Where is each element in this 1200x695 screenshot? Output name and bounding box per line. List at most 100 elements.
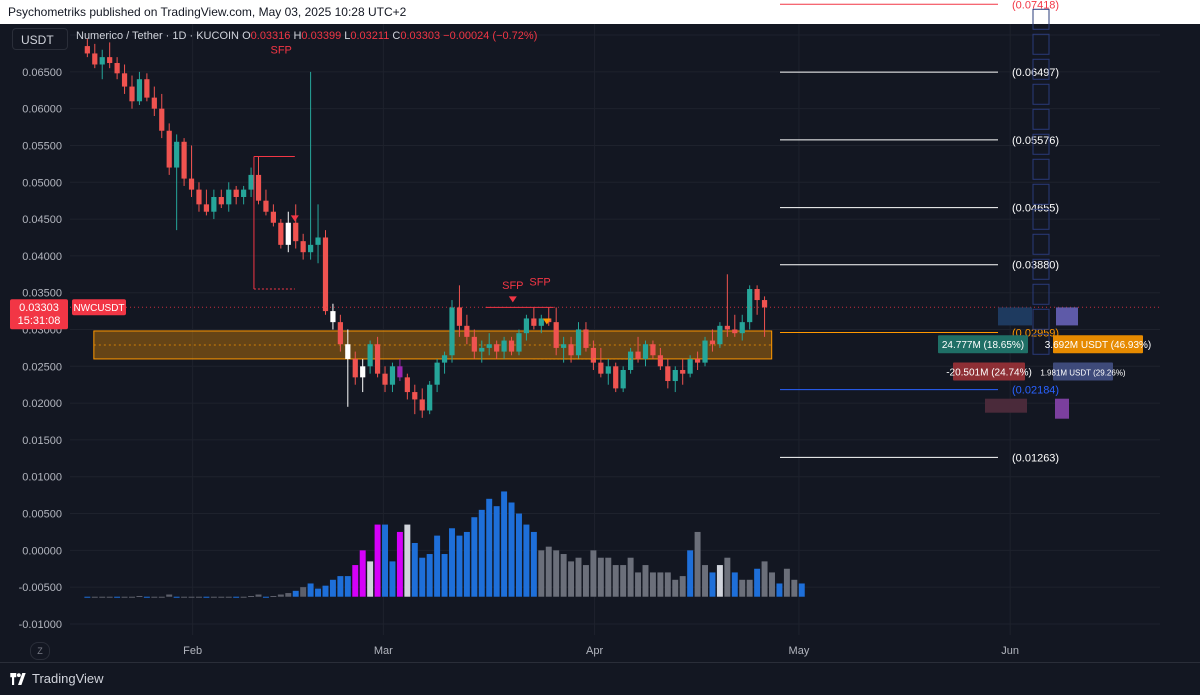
symbol-tag-label: NWCUSDT xyxy=(73,303,124,314)
candle-body xyxy=(382,373,388,385)
volume-bar xyxy=(597,557,604,597)
tradingview-brand[interactable]: TradingView xyxy=(10,671,104,686)
sell-arrow-icon xyxy=(508,296,517,303)
volume-bar xyxy=(493,506,500,597)
y-tick-label: 0.01000 xyxy=(22,472,62,484)
profile-box xyxy=(938,335,1028,354)
sfp-label: SFP xyxy=(529,276,550,288)
footer-bar: TradingView xyxy=(0,662,1200,695)
candle-body xyxy=(747,289,753,323)
y-tick-label: 0.00500 xyxy=(22,509,62,521)
candle-body xyxy=(293,222,299,242)
volume-bar xyxy=(106,596,113,598)
volume-bar xyxy=(769,572,775,597)
low-label: L xyxy=(344,30,351,42)
volume-bar xyxy=(99,596,106,598)
candle-body xyxy=(181,141,187,179)
tradingview-logo-icon xyxy=(10,672,26,685)
volume-bar xyxy=(225,596,232,598)
volume-bar xyxy=(419,557,426,597)
volume-bar xyxy=(560,554,567,597)
candle-body xyxy=(590,347,597,363)
volume-bar xyxy=(337,576,344,597)
volume-bar xyxy=(791,579,798,597)
volume-bar xyxy=(359,550,366,597)
volume-bar xyxy=(292,590,299,597)
profile-cell xyxy=(1032,58,1050,80)
volume-bar xyxy=(664,572,671,597)
support-zone xyxy=(93,330,773,360)
candle-body xyxy=(307,244,314,253)
low-value: 0.03211 xyxy=(350,30,390,42)
profile-label: 1.981M USDT (29.26%) xyxy=(1040,368,1126,377)
timezone-button[interactable]: Z xyxy=(30,642,50,660)
candle-body xyxy=(501,340,507,352)
candle-body xyxy=(538,318,544,326)
candle-body xyxy=(494,344,500,352)
candle-body xyxy=(583,329,589,348)
volume-bar xyxy=(538,550,545,597)
publish-header: Psychometriks published on TradingView.c… xyxy=(0,0,1200,24)
quote-currency-button[interactable]: USDT xyxy=(12,28,68,50)
candle-body xyxy=(412,392,418,400)
volume-bar xyxy=(471,517,478,597)
candle-body xyxy=(754,289,760,301)
fib-label: (0.04655) xyxy=(1012,203,1059,215)
volume-bar xyxy=(642,565,649,597)
volume-bar xyxy=(545,546,552,597)
y-tick-label: 0.06000 xyxy=(22,104,62,116)
time-axis: Feb Mar Apr May Jun xyxy=(183,645,1019,657)
candle-body xyxy=(218,196,224,205)
profile-cell xyxy=(1032,158,1050,180)
profile-cell xyxy=(1032,183,1050,205)
volume-bar xyxy=(530,531,537,597)
y-tick-label: 0.03500 xyxy=(22,288,62,300)
volume-bar xyxy=(478,509,485,597)
volume-bar xyxy=(255,594,262,597)
volume-bar xyxy=(129,596,135,598)
candle-body xyxy=(575,329,582,356)
candle-body xyxy=(84,46,90,54)
candle-body xyxy=(233,189,239,197)
candle-body xyxy=(300,241,306,253)
fib-label: (0.06497) xyxy=(1012,67,1059,79)
candle-body xyxy=(508,340,515,352)
sell-arrow-icon xyxy=(290,215,299,222)
volume-bar xyxy=(158,596,165,598)
x-tick-label: May xyxy=(789,645,810,657)
volume-bar xyxy=(315,588,322,597)
close-label: C xyxy=(392,30,401,42)
candle-body xyxy=(241,189,247,197)
volume-bar xyxy=(285,593,292,597)
volume-bar xyxy=(553,550,560,597)
candle-body xyxy=(337,322,343,345)
candle-body xyxy=(367,344,373,367)
profile-label: 3.692M USDT (46.93%) xyxy=(1045,340,1152,351)
fib-levels: (0.07418) (0.06497) (0.05576) (0.04655) (0.0… xyxy=(780,0,1059,464)
y-tick-label: 0.02500 xyxy=(22,361,62,373)
candle-body xyxy=(613,366,619,389)
volume-bar xyxy=(716,565,723,597)
candle-body xyxy=(650,344,656,356)
volume-bar xyxy=(240,596,247,598)
candle-body xyxy=(136,79,143,102)
x-tick-label: Jun xyxy=(1001,645,1019,657)
candle-body xyxy=(531,318,537,326)
candle-body xyxy=(739,322,745,334)
high-label: H xyxy=(293,30,302,42)
candle-body xyxy=(121,73,128,87)
candle-body xyxy=(672,369,678,382)
candle-body xyxy=(635,351,641,359)
candle-body xyxy=(345,344,351,359)
candle-body xyxy=(99,57,105,65)
volume-bar xyxy=(568,561,575,597)
candle-body xyxy=(360,366,366,378)
volume-bar xyxy=(463,531,470,597)
y-tick-label: 0.00000 xyxy=(22,545,62,557)
volume-bar xyxy=(702,565,709,597)
candle-body xyxy=(389,366,396,385)
candle-body xyxy=(404,377,410,393)
profile-box xyxy=(1053,335,1143,354)
